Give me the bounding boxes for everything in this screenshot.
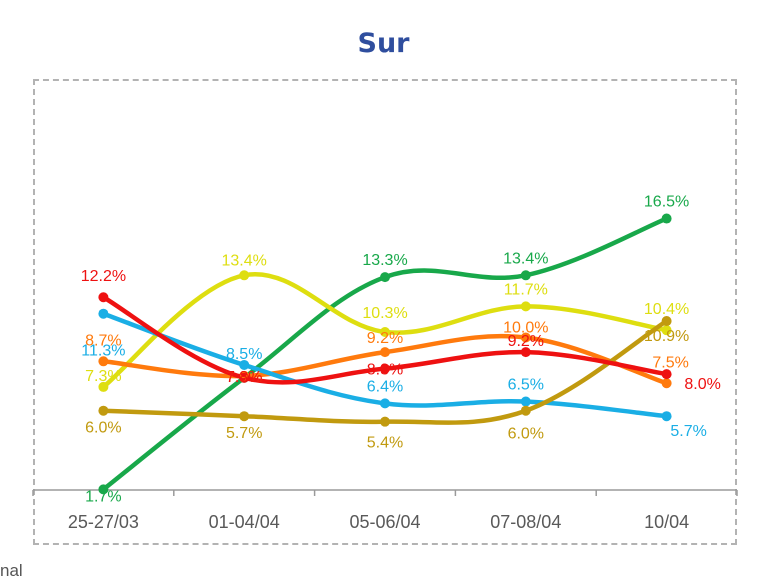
data-label: 6.0% (85, 420, 121, 437)
data-point (380, 272, 390, 283)
data-point (380, 363, 390, 374)
data-point (380, 327, 390, 338)
data-point (239, 372, 250, 383)
data-point (239, 270, 250, 281)
data-label: 8.0% (684, 376, 720, 393)
data-point (98, 484, 109, 495)
data-point (98, 405, 109, 416)
data-label: 7.3% (85, 368, 121, 385)
data-point (98, 381, 109, 392)
chart-title: Sur (357, 28, 410, 59)
data-point (520, 405, 531, 416)
x-tick-label: 10/04 (644, 512, 689, 532)
data-point (380, 416, 390, 427)
data-point (661, 369, 672, 380)
data-label: 9.2% (367, 330, 403, 347)
data-point (380, 347, 390, 358)
x-tick-label: 25-27/03 (68, 512, 139, 532)
x-tick-label: 01-04/04 (209, 512, 280, 532)
data-label: 10.9% (644, 328, 689, 345)
data-label: 8.3% (367, 362, 403, 379)
data-label: 8.7% (85, 332, 121, 349)
data-point (520, 396, 531, 407)
data-point (661, 213, 672, 224)
data-label: 5.7% (670, 423, 706, 440)
data-point (98, 292, 109, 303)
data-label: 13.4% (503, 250, 548, 267)
x-tick-label: 07-08/04 (490, 512, 561, 532)
data-point (98, 356, 109, 367)
data-label: 6.0% (508, 426, 544, 443)
data-label: 7.8% (226, 369, 262, 386)
data-point (239, 359, 250, 370)
plot-frame (33, 79, 737, 545)
data-label: 11.3% (81, 343, 125, 360)
data-label: 10.4% (644, 301, 689, 318)
data-label: 10.0% (503, 320, 548, 337)
data-label: 13.3% (362, 252, 407, 269)
data-label: 9.2% (508, 333, 544, 350)
data-point (661, 411, 672, 422)
data-point (98, 308, 109, 319)
data-label: 10.3% (362, 305, 407, 322)
data-label: 7.9% (226, 369, 262, 386)
data-label: 1.7% (85, 488, 121, 505)
data-point (661, 378, 672, 389)
data-point (661, 325, 672, 336)
data-point (239, 411, 250, 422)
data-label: 6.5% (508, 377, 544, 394)
clipped-source-text: nal (0, 561, 23, 580)
data-label: 5.4% (367, 435, 403, 452)
data-point (520, 270, 531, 281)
series-line (101, 318, 669, 425)
data-point (520, 347, 531, 358)
data-label: 12.2% (81, 268, 126, 285)
data-point (380, 398, 390, 409)
data-label: 6.4% (367, 378, 403, 395)
x-tick-label: 05-06/04 (349, 512, 420, 532)
data-label: 8.5% (226, 346, 262, 363)
data-point (520, 301, 531, 312)
data-point (520, 332, 531, 343)
data-label: 16.5% (644, 194, 689, 211)
data-label: 13.4% (222, 252, 267, 269)
data-label: 5.7% (226, 425, 262, 442)
data-label: 11.7% (504, 281, 548, 298)
data-point (661, 316, 672, 327)
data-label: 7.5% (652, 354, 688, 371)
